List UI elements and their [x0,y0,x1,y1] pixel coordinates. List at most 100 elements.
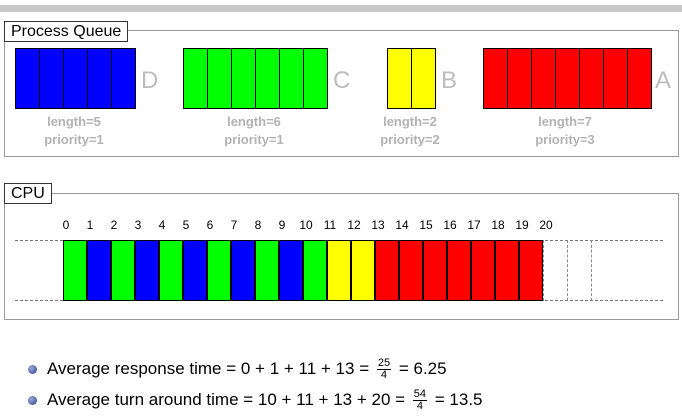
process-c-label: C [333,67,351,94]
cpu-tick-label: 14 [395,218,409,232]
cpu-slot-a [471,240,495,301]
process-d-blocks [15,48,136,109]
process-a-label: A [655,67,672,94]
response-result: = 6.25 [398,359,447,378]
process-a-block [628,48,652,109]
process-b-label: B [441,67,458,94]
process-d-block [88,48,112,109]
process-a-info: length=7 priority=3 [505,113,625,149]
process-c-priority: priority=1 [224,132,284,147]
process-a-block [483,48,508,109]
cpu-tick-label: 18 [491,218,505,232]
average-turnaround-time: Average turn around time = 10 + 11 + 13 … [47,389,483,412]
process-d-info: length=5 priority=1 [14,113,134,149]
process-c-length: length=6 [227,114,281,129]
top-divider-bar [0,5,682,12]
cpu-tick-label: 2 [110,218,118,232]
cpu-tick-label: 1 [86,218,94,232]
process-a-block [532,48,556,109]
process-a-block [580,48,604,109]
process-d-block [112,48,136,109]
process-c-block [183,48,208,109]
cpu-tick-label: 3 [134,218,142,232]
cpu-tick-label: 17 [467,218,481,232]
process-b-block [412,48,436,109]
response-fraction-denominator: 4 [380,369,388,382]
cpu-tick-label: 5 [182,218,190,232]
cpu-tick-label: 19 [515,218,529,232]
process-queue-title: Process Queue [4,21,129,42]
cpu-slot-c [63,240,87,301]
cpu-tick-label: 8 [254,218,262,232]
process-queue-panel [4,30,679,157]
bullet-icon [28,365,37,374]
cpu-tick-label: 4 [158,218,166,232]
cpu-slot-c [207,240,231,301]
cpu-tick-label: 16 [443,218,457,232]
cpu-slot-b [327,240,351,301]
process-b-info: length=2 priority=2 [350,113,470,149]
process-a-block [604,48,628,109]
process-c-block [256,48,280,109]
cpu-tick-label: 0 [62,218,70,232]
process-d-block [40,48,64,109]
cpu-slot-empty [567,240,591,301]
process-b-length: length=2 [383,114,437,129]
process-a-block [556,48,580,109]
process-a-block [508,48,532,109]
cpu-slot-a [399,240,423,301]
cpu-slot-d [183,240,207,301]
process-b-block [387,48,412,109]
cpu-slot-a [423,240,447,301]
process-c-block [208,48,232,109]
cpu-tick-label: 10 [299,218,313,232]
turnaround-result: = 13.5 [434,390,483,409]
process-c-block [280,48,304,109]
cpu-slot-c [255,240,279,301]
cpu-slot-d [135,240,159,301]
cpu-tick-label: 7 [230,218,238,232]
process-d-block [64,48,88,109]
cpu-slot-d [279,240,303,301]
cpu-tick-label: 6 [206,218,214,232]
cpu-slot-empty [543,240,567,301]
cpu-slot-d [231,240,255,301]
cpu-tick-label: 20 [539,218,553,232]
process-d-priority: priority=1 [44,132,104,147]
cpu-slot-c [111,240,135,301]
bullet-icon [28,396,37,405]
cpu-slot-b [351,240,375,301]
cpu-slot-a [495,240,519,301]
cpu-slot-c [159,240,183,301]
cpu-title: CPU [4,183,52,204]
response-formula: Average response time = 0 + 1 + 11 + 13 … [47,359,370,378]
cpu-tick-label: 11 [323,218,337,232]
cpu-panel [4,193,679,320]
process-c-block [232,48,256,109]
cpu-slot-a [447,240,471,301]
process-c-blocks [183,48,328,109]
response-fraction: 25 4 [376,357,392,382]
process-b-priority: priority=2 [380,132,440,147]
response-fraction-numerator: 25 [376,357,392,371]
cpu-tick-label: 12 [347,218,361,232]
turnaround-fraction-numerator: 54 [412,388,428,402]
process-d-label: D [141,67,159,94]
cpu-slot-d [87,240,111,301]
cpu-tick-label: 9 [278,218,286,232]
process-a-length: length=7 [538,114,592,129]
cpu-slot-empty [591,240,615,301]
average-response-time: Average response time = 0 + 1 + 11 + 13 … [47,358,447,381]
process-a-priority: priority=3 [535,132,595,147]
cpu-tick-label: 15 [419,218,433,232]
process-c-info: length=6 priority=1 [194,113,314,149]
process-a-blocks [483,48,652,109]
process-d-block [15,48,40,109]
process-b-blocks [387,48,436,109]
cpu-slot-c [303,240,327,301]
process-d-length: length=5 [47,114,101,129]
turnaround-fraction-denominator: 4 [416,400,423,413]
turnaround-fraction: 54 4 [412,388,428,413]
cpu-slot-a [519,240,543,301]
process-c-block [304,48,328,109]
